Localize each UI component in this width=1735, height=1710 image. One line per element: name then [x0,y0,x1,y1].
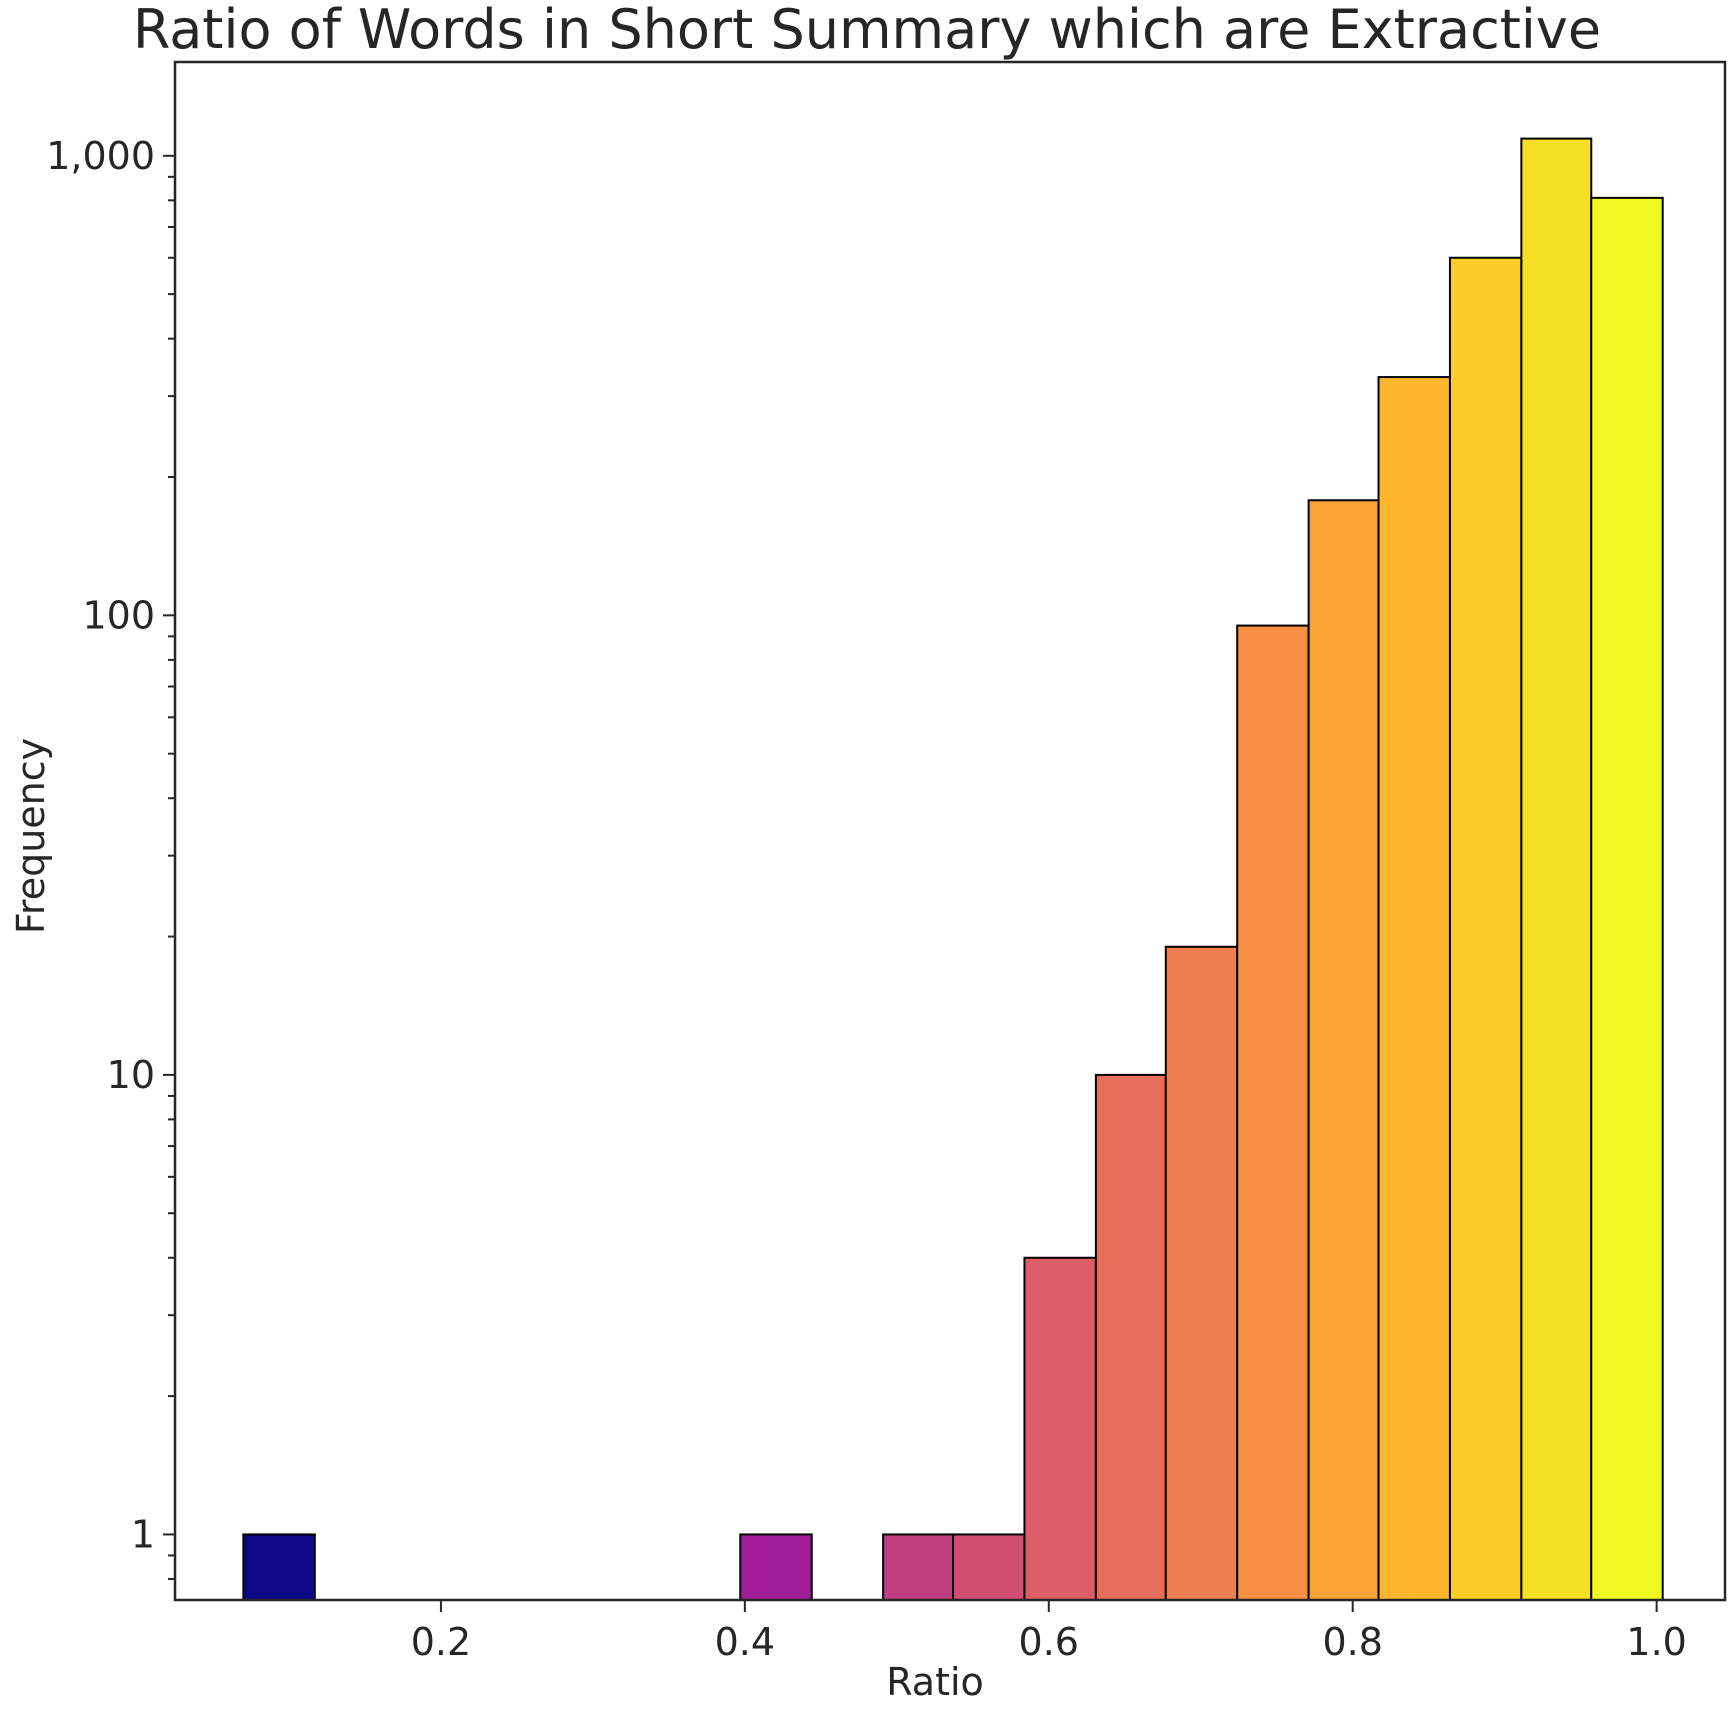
histogram-bar [1520,137,1593,1602]
y-tick-label: 10 [107,1053,155,1097]
bars [242,137,1664,1602]
histogram-bar [1377,376,1451,1602]
histogram-bar [739,1533,813,1601]
histogram-bar [1590,196,1664,1602]
histogram-bar [1023,1256,1097,1601]
y-axis-ticks: 1 10 100 1,000 [46,134,175,1580]
plot-frame [173,60,1727,1602]
x-tick-label: 0.6 [1019,1620,1079,1664]
histogram-bar [952,1533,1026,1601]
histogram-bar [242,1533,316,1601]
y-axis-label: Frequency [9,738,53,934]
x-tick-label: 0.2 [411,1620,471,1664]
histogram-bar [1236,624,1310,1601]
y-tick-label: 1,000 [46,134,155,178]
x-tick-label: 1.0 [1626,1620,1686,1664]
histogram-bar [1164,945,1239,1601]
x-axis-label: Ratio [886,1660,984,1704]
histogram-bar [1448,256,1523,1601]
histogram-bar [1094,1073,1167,1601]
x-tick-label: 0.8 [1322,1620,1382,1664]
x-axis-ticks: 0.2 0.4 0.6 0.8 1.0 [411,1600,1687,1664]
histogram-bar [882,1533,955,1601]
histogram-bar [1307,499,1380,1601]
y-tick-label: 1 [131,1512,155,1556]
chart-title: Ratio of Words in Short Summary which ar… [133,0,1601,61]
y-tick-label: 100 [82,593,155,637]
x-tick-label: 0.4 [715,1620,775,1664]
